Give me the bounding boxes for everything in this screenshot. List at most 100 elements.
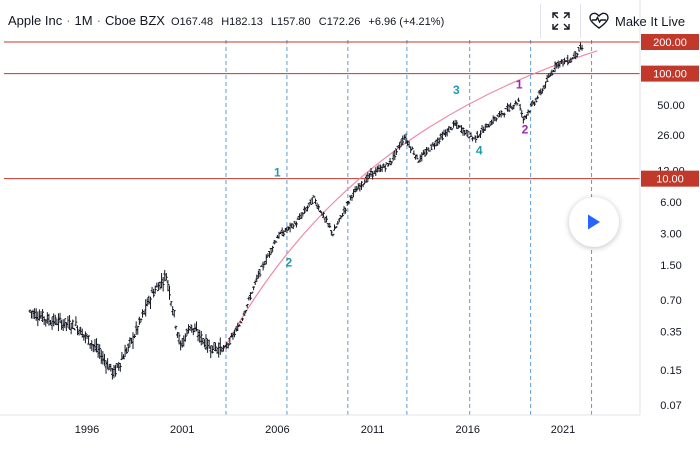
ohlc-bar [580, 44, 584, 51]
level-price-tag[interactable]: 10.00 [641, 170, 699, 187]
ohlc-bar [212, 341, 216, 351]
ohlc-bar [261, 261, 265, 271]
symbol-legend: Apple Inc · 1M · Cboe BZX O167.48 H182.1… [8, 13, 444, 28]
x-tick-label: 2006 [265, 424, 289, 436]
price-axis[interactable]: 50.0026.0012.006.003.001.500.700.350.150… [641, 34, 699, 412]
ohlc-bar [285, 226, 289, 234]
ohlc-bar [149, 296, 152, 309]
ohlc-bar [44, 319, 48, 327]
ohlc-bar [180, 338, 184, 348]
low-key: L [270, 16, 278, 28]
ohlc-bar [103, 353, 106, 366]
ohlc-bar [185, 328, 189, 336]
ohlc-bar [517, 97, 520, 102]
heart-pulse-icon [589, 12, 609, 29]
ohlc-bar [466, 130, 470, 138]
ohlc-bar [171, 306, 175, 316]
make-it-live-button[interactable]: Make It Live [580, 4, 698, 38]
fullscreen-button[interactable] [540, 4, 580, 38]
ohlc-bar [269, 247, 273, 255]
ohlc-bar [155, 282, 159, 288]
ohlc-bar [429, 144, 433, 150]
ohlc-bar [339, 215, 343, 220]
ohlc-bar [337, 217, 341, 223]
svg-text:200.00: 200.00 [653, 37, 687, 49]
ohlc-bar [328, 222, 332, 229]
ohlc-bar [487, 123, 490, 128]
ohlc-bar [210, 345, 214, 354]
ohlc-bar [141, 309, 144, 318]
low-value: 157.80 [277, 16, 311, 28]
ohlc-bar [36, 311, 40, 327]
ohlc-bar [274, 240, 278, 243]
ohlc-bar [312, 195, 316, 199]
ohlc-bar [198, 329, 202, 343]
ohlc-bar [260, 265, 263, 267]
ohlc-bar [57, 313, 60, 332]
ohlc-bar [504, 108, 508, 110]
ohlc-bar [380, 165, 384, 172]
level-price-tag[interactable]: 100.00 [641, 65, 699, 82]
ohlc-bar [87, 335, 90, 345]
trend-curve [223, 50, 598, 350]
ohlc-bar [174, 325, 178, 330]
ohlc-bar [360, 181, 363, 190]
ohlc-bar [552, 69, 555, 73]
ohlc-bar [58, 312, 62, 324]
time-axis[interactable]: 1996 2001 2006 2011 2016 2021 [75, 424, 575, 436]
ohlc-bar [520, 110, 524, 118]
play-icon [588, 214, 600, 230]
ohlc-bar [120, 352, 124, 361]
ohlc-bar [363, 179, 367, 185]
ohlc-bar [540, 88, 544, 94]
ohlc-bar [64, 322, 68, 332]
ohlc-bar [214, 342, 217, 352]
ohlc-bar [131, 332, 135, 350]
ohlc-bar [426, 147, 430, 152]
ohlc-bar [115, 363, 119, 369]
ohlc-bar [391, 152, 395, 161]
ohlc-bar [569, 57, 573, 64]
ohlc-bar [196, 329, 200, 342]
ohlc-bar [575, 52, 579, 58]
ohlc-bar [228, 337, 232, 345]
ohlc-bar [542, 84, 546, 90]
y-tick-label: 0.35 [660, 327, 681, 339]
ohlc-bar [437, 137, 441, 145]
open-key: O [170, 16, 180, 28]
ohlc-bar [412, 150, 416, 156]
ohlc-bar [218, 337, 222, 355]
ohlc-bar [98, 344, 102, 359]
ohlc-bar [347, 200, 351, 205]
ohlc-bar [153, 285, 157, 294]
ohlc-bar [493, 116, 497, 122]
svg-text:10.00: 10.00 [656, 174, 684, 186]
ohlc-bar [85, 333, 89, 340]
ohlc-bar [177, 332, 181, 345]
ohlc-bar [306, 205, 309, 212]
ohlc-bar [352, 189, 355, 197]
symbol-name[interactable]: Apple Inc [8, 13, 63, 28]
ohlc-bar [266, 253, 270, 257]
horizontal-level-lines [4, 41, 640, 180]
ohlc-bar [544, 81, 547, 89]
wave-labels: 1 2 3 4 1 2 [274, 78, 529, 270]
ohlc-bar [521, 116, 525, 124]
ohlc-bar [401, 135, 405, 145]
play-button[interactable] [569, 197, 619, 247]
ohlc-bar [423, 149, 427, 157]
ohlc-bar [528, 110, 532, 113]
ohlc-bar [82, 334, 86, 341]
interval-label[interactable]: 1M [74, 13, 93, 28]
ohlc-bar [95, 338, 98, 353]
ohlc-bar [344, 207, 348, 214]
ohlc-bar [45, 312, 49, 324]
ohlc-bar [244, 310, 248, 314]
ohlc-bar [361, 183, 365, 188]
wave-label: 4 [476, 143, 483, 157]
ohlc-bar [252, 286, 255, 291]
ohlc-bar [68, 314, 71, 330]
level-price-tag[interactable]: 200.00 [641, 34, 699, 50]
ohlc-bar [296, 216, 300, 220]
